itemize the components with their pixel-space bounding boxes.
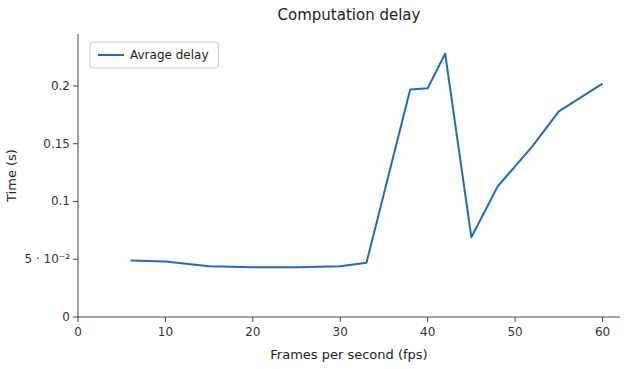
x-tick (252, 317, 253, 322)
y-tick (73, 317, 78, 318)
legend-swatch (98, 54, 124, 56)
legend-label: Avrage delay (130, 48, 209, 62)
x-tick-label: 30 (333, 325, 348, 339)
x-tick-label: 50 (507, 325, 522, 339)
y-tick-label: 0.15 (43, 137, 70, 151)
y-tick-label: 5 · 10⁻² (25, 252, 71, 266)
y-tick (73, 259, 78, 260)
y-tick-label: 0.2 (51, 79, 70, 93)
y-tick-label: 0.1 (51, 194, 70, 208)
plot-area (130, 54, 602, 268)
x-tick (427, 317, 428, 322)
x-tick (78, 317, 79, 322)
title: Computation delay (278, 6, 421, 24)
x-tick (515, 317, 516, 322)
x-axis-line (78, 317, 620, 318)
x-tick (602, 317, 603, 322)
legend: Avrage delay (90, 42, 219, 68)
y-tick (73, 85, 78, 86)
y-tick (73, 201, 78, 202)
line (130, 54, 602, 268)
y-tick-label: 0 (62, 310, 70, 324)
x-tick-label: 20 (245, 325, 260, 339)
x-axis-label: Frames per second (fps) (270, 347, 427, 362)
x-tick-label: 40 (420, 325, 435, 339)
y-tick (73, 143, 78, 144)
x-tick-label: 60 (595, 325, 610, 339)
x-tick-label: 10 (158, 325, 173, 339)
x-tick (340, 317, 341, 322)
axes: 0 10 20 30 40 50 60 0 5 · 10⁻² 0.1 0.15 0.2 (25, 34, 621, 339)
chart: Computation delay010203040506005 · 10⁻²0… (0, 0, 640, 369)
y-axis-label: Time (s) (4, 149, 19, 203)
x-tick (165, 317, 166, 322)
y-axis-line (78, 34, 79, 317)
x-tick-label: 0 (74, 325, 82, 339)
legend-box (90, 42, 219, 68)
